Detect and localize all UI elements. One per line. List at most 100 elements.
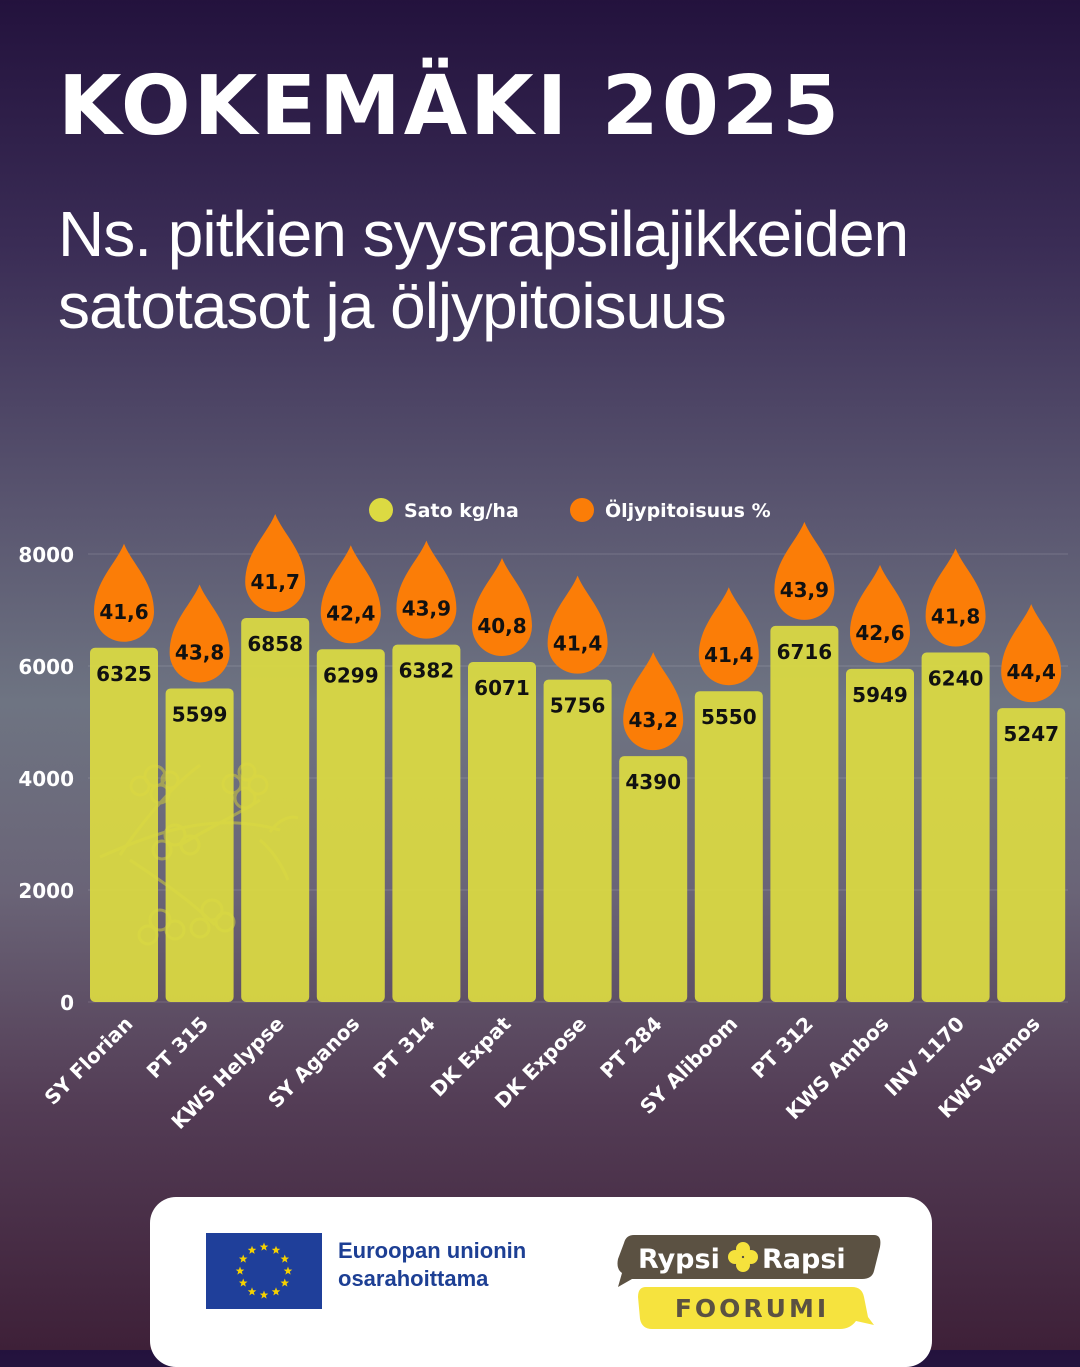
bar [165,688,234,1002]
oil-value-label: 43,9 [780,578,829,602]
oil-drop-shape [850,564,910,663]
oil-drop: 41,7 [245,513,306,612]
eu-star-icon [259,1242,269,1251]
oil-drop: 42,6 [850,564,910,663]
bar [543,679,612,1002]
bar-value-label: 6858 [247,632,303,656]
oil-drop-shape [925,548,986,647]
legend-swatch-oil [570,498,594,522]
eu-star-icon [283,1266,293,1275]
x-tick-label: PT 314 [369,1012,440,1083]
oil-drop: 41,8 [925,548,986,647]
legend-label-oil: Öljypitoisuus % [605,498,771,522]
x-tick-label: PT 312 [747,1012,818,1083]
oil-value-label: 41,6 [99,600,148,624]
oil-drop-shape [94,543,154,642]
oil-drop: 44,4 [1001,604,1062,703]
bar-value-label: 5599 [172,702,228,726]
page-subtitle: Ns. pitkien syysrapsilajikkeiden satotas… [58,198,909,342]
eu-star-icon [271,1245,281,1254]
bar-value-label: 4390 [625,770,681,794]
oil-drop-shape [472,558,532,656]
legend-swatch-yield [369,498,393,522]
bar [90,647,158,1002]
oil-value-label: 41,7 [251,570,300,594]
footer-panel: Euroopan unionin osarahoittama Rypsi Rap… [150,1197,932,1367]
eu-flag-icon [206,1233,322,1309]
legend-label-yield: Sato kg/ha [404,500,519,522]
y-tick-label: 0 [60,991,74,1015]
oil-drop: 43,2 [623,652,684,751]
logo-clover-icon [728,1242,758,1272]
oil-value-label: 40,8 [477,614,526,638]
oil-drop-shape [245,513,306,612]
eu-star-icon [271,1287,281,1296]
eu-text-line-2: osarahoittama [338,1266,489,1291]
bar [770,625,839,1002]
bar-value-label: 6071 [474,676,530,700]
oil-value-label: 42,6 [855,621,904,645]
bar-value-label: 6299 [323,663,379,687]
eu-star-icon [259,1290,269,1299]
oil-value-label: 41,8 [931,605,980,629]
y-tick-label: 6000 [18,655,74,679]
oil-drop: 43,9 [396,540,457,639]
bar [316,649,385,1002]
oil-drop-shape [320,545,381,644]
oil-value-label: 41,4 [553,632,602,656]
oil-value-label: 43,2 [629,708,678,732]
oil-drop: 43,8 [169,584,230,683]
x-tick-label: PT 284 [595,1012,666,1083]
bar [468,662,536,1002]
y-tick-label: 8000 [18,543,74,567]
yield-bars: 6325 5599 6858 6299 6382 6071 5756 4390 5550 6716… [90,617,1066,1002]
bar-value-label: 5756 [550,694,606,718]
y-tick-label: 4000 [18,767,74,791]
oil-value-label: 42,4 [326,601,375,625]
bar-chart: Sato kg/ha Öljypitoisuus % 6325 5599 6858 62… [18,498,1068,1134]
logo-word-rypsi: Rypsi [638,1244,720,1275]
eu-star-icon [238,1254,248,1263]
bar [392,644,461,1002]
oil-drop-shape [1001,604,1062,703]
oil-drop-shape [623,652,684,751]
y-axis-labels: 0 2000 4000 6000 8000 [18,543,74,1015]
eu-star-icon [238,1278,248,1287]
bar-value-label: 6382 [399,659,455,683]
eu-funding-text: Euroopan unionin osarahoittama [338,1237,526,1293]
oil-drop: 40,8 [472,558,532,656]
chart-legend: Sato kg/ha Öljypitoisuus % [369,498,771,522]
oil-drop-shape [774,521,835,620]
bar [846,668,914,1002]
oil-drop: 41,6 [94,543,154,642]
logo-word-rapsi: Rapsi [762,1244,846,1275]
x-tick-label: PT 315 [142,1012,213,1083]
oil-drop: 41,4 [547,575,608,674]
oil-value-label: 41,4 [704,643,753,667]
eu-star-icon [247,1287,257,1296]
logo-word-foorumi: FOORUMI [675,1294,829,1323]
rypsi-rapsi-foorumi-logo: Rypsi Rapsi FOORUMI [617,1235,881,1329]
x-tick-label: SY Florian [40,1012,138,1110]
oil-value-label: 43,9 [402,597,451,621]
bar [997,708,1066,1002]
bar [619,756,688,1002]
y-tick-label: 2000 [18,879,74,903]
bar-value-label: 6240 [928,667,984,691]
eu-star-icon [280,1254,290,1263]
eu-star-icon [280,1278,290,1287]
oil-value-label: 44,4 [1007,660,1056,684]
oil-drop: 42,4 [320,545,381,644]
oil-content-drops: 41,6 43,8 41,7 42,4 43,9 40,8 41,4 43,2 41,4 43,9… [94,513,1062,751]
bar-value-label: 6716 [777,640,833,664]
bar-value-label: 5247 [1003,722,1059,746]
oil-drop-shape [169,584,230,683]
eu-text-line-1: Euroopan unionin [338,1238,527,1263]
bar [921,652,990,1002]
oil-drop: 41,4 [698,587,759,686]
eu-star-icon [235,1266,245,1275]
oil-drop-shape [396,540,457,639]
bar [241,617,310,1002]
oil-drop-shape [698,587,759,686]
